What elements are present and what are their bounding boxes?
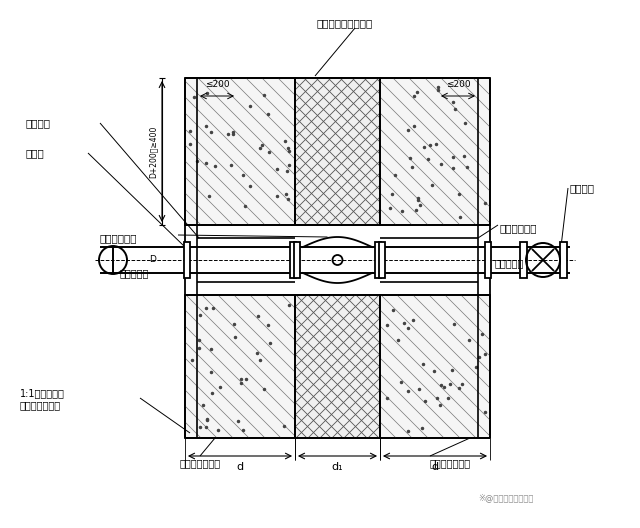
Bar (375, 242, 381, 278)
Bar (295, 78, 380, 225)
Text: D: D (149, 256, 156, 265)
Text: 填料由建筑设计确定: 填料由建筑设计确定 (317, 18, 373, 28)
Text: 防护阀门: 防护阀门 (570, 183, 595, 193)
Bar (380, 78, 490, 225)
Text: 穿墙管: 穿墙管 (25, 148, 44, 158)
Text: d: d (431, 462, 438, 472)
Bar (485, 242, 491, 278)
Text: ≤200: ≤200 (205, 80, 229, 89)
Text: 普通地下室外墙: 普通地下室外墙 (179, 458, 221, 468)
Text: ※@杌义恒昌伸缩接头: ※@杌义恒昌伸缩接头 (478, 494, 533, 503)
Text: 防空地下室: 防空地下室 (495, 258, 524, 268)
Text: 混凝土二次浇灌: 混凝土二次浇灌 (20, 400, 61, 410)
Text: D+200且≥400: D+200且≥400 (148, 125, 157, 178)
Bar (290, 242, 296, 278)
Bar (185, 295, 295, 438)
Bar (294, 242, 300, 278)
Text: 防护密闭套管: 防护密闭套管 (500, 223, 538, 233)
Text: d₁: d₁ (332, 462, 343, 472)
Text: 防水套管: 防水套管 (25, 118, 50, 128)
Bar (559, 242, 566, 278)
Text: 普通地下室: 普通地下室 (120, 268, 149, 278)
Text: d: d (236, 462, 244, 472)
Bar (185, 78, 295, 225)
Text: 1:1自应力膨胀: 1:1自应力膨胀 (20, 388, 65, 398)
Text: ≤200: ≤200 (445, 80, 470, 89)
Bar (184, 242, 190, 278)
Bar (520, 242, 527, 278)
Bar (380, 295, 490, 438)
Bar (379, 242, 385, 278)
Bar (295, 295, 380, 438)
Text: 防空地下室外墙: 防空地下室外墙 (430, 458, 471, 468)
Text: 橡胶柔性接头: 橡胶柔性接头 (100, 233, 138, 243)
